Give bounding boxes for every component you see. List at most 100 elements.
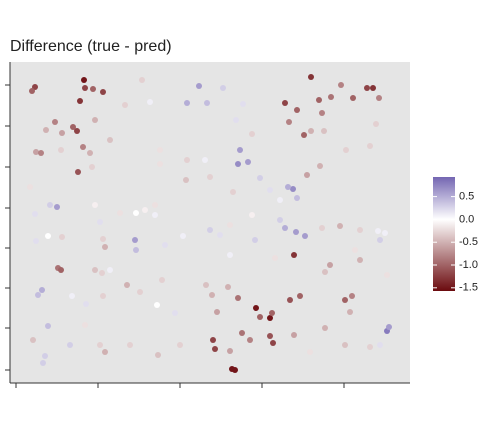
point	[364, 85, 370, 91]
point	[122, 102, 128, 108]
point	[67, 342, 73, 348]
point	[102, 349, 108, 355]
colorbar-label: -1.5	[459, 282, 478, 294]
point	[210, 337, 216, 343]
point	[286, 119, 292, 125]
point	[82, 322, 88, 328]
point	[294, 195, 300, 201]
point	[249, 131, 255, 137]
point	[304, 172, 310, 178]
point	[252, 237, 258, 243]
point	[97, 342, 103, 348]
point	[80, 144, 86, 150]
point	[83, 301, 89, 307]
point	[293, 229, 299, 235]
point	[100, 89, 106, 95]
point	[58, 267, 64, 273]
point	[147, 99, 153, 105]
chart-title: Difference (true - pred)	[10, 38, 172, 55]
point	[357, 227, 363, 233]
point	[386, 324, 392, 330]
point	[39, 287, 45, 293]
point	[230, 189, 236, 195]
point	[357, 257, 363, 263]
point	[32, 211, 38, 217]
point	[227, 222, 233, 228]
point	[89, 164, 95, 170]
point	[321, 128, 327, 134]
point	[227, 348, 233, 354]
point	[184, 100, 190, 106]
point	[319, 225, 325, 231]
point	[45, 233, 51, 239]
point	[232, 367, 238, 373]
point	[308, 74, 314, 80]
point	[92, 267, 98, 273]
point	[172, 310, 178, 316]
point	[370, 85, 376, 91]
point	[367, 344, 373, 350]
point	[347, 309, 353, 315]
point	[75, 169, 81, 175]
point	[82, 85, 88, 91]
point	[338, 82, 344, 88]
point	[43, 127, 49, 133]
point	[257, 314, 263, 320]
point	[227, 252, 233, 258]
point	[257, 175, 263, 181]
point	[59, 130, 65, 136]
point	[302, 233, 308, 239]
point	[240, 101, 246, 107]
point	[319, 110, 325, 116]
point	[212, 346, 218, 352]
point	[157, 161, 163, 167]
point	[384, 272, 390, 278]
point	[154, 302, 160, 308]
point	[142, 207, 148, 213]
point	[133, 247, 139, 253]
point	[235, 161, 241, 167]
point	[33, 238, 39, 244]
point	[202, 157, 208, 163]
point	[349, 293, 355, 299]
point	[139, 77, 145, 83]
point	[183, 177, 189, 183]
point	[152, 212, 158, 218]
point	[157, 147, 163, 153]
point	[45, 323, 51, 329]
point	[272, 255, 278, 261]
point	[225, 284, 231, 290]
point	[127, 342, 133, 348]
point	[291, 252, 297, 258]
point	[316, 97, 322, 103]
point	[290, 186, 296, 192]
point	[133, 210, 139, 216]
point	[277, 217, 283, 223]
point	[267, 315, 273, 321]
point	[233, 117, 239, 123]
point	[245, 159, 251, 165]
point	[196, 83, 202, 89]
point	[253, 305, 259, 311]
point	[376, 95, 382, 101]
panel	[10, 62, 410, 383]
point	[328, 94, 334, 100]
point	[214, 309, 220, 315]
point	[159, 277, 165, 283]
point	[367, 143, 373, 149]
point	[377, 342, 383, 348]
point	[267, 333, 273, 339]
point	[152, 202, 158, 208]
point	[38, 150, 44, 156]
point	[102, 244, 108, 250]
point	[33, 149, 39, 155]
point	[350, 95, 356, 101]
point	[270, 340, 276, 346]
point	[47, 202, 53, 208]
point	[69, 293, 75, 299]
point	[99, 270, 105, 276]
colorbar-label: -1.0	[459, 259, 478, 271]
point	[184, 157, 190, 163]
point	[132, 237, 138, 243]
